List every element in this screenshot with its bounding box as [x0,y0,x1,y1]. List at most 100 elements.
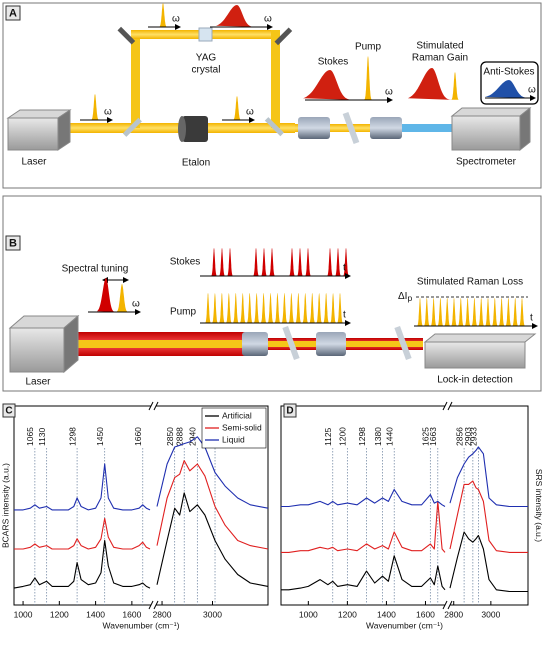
series-line [14,460,269,550]
x-tick-label: 2800 [153,609,172,619]
spectrum-sketch [316,293,322,323]
anti-stokes-box [480,61,539,105]
time-label: t [343,263,346,274]
beam [271,30,280,128]
beam-pump [68,340,248,348]
spectrum-sketch [485,80,533,98]
y-axis-title: SRS intensity (a.u.) [534,469,544,542]
peak-label: 2888 [174,427,184,446]
lockin-box [424,341,526,369]
stokes-label: Stokes [318,57,349,68]
delta-subscript: p [407,293,412,303]
spectrum-sketch [505,298,512,326]
series-line [281,446,528,508]
spectrum-sketch [227,248,233,276]
peak-label: 2856 [454,427,464,446]
axis-break [148,401,154,411]
beam-splitter [122,117,142,137]
x-tick-label: 1200 [50,609,69,619]
spectrum-sketch [253,293,260,323]
etalon [178,116,186,142]
peak-label: 1200 [338,427,348,446]
peak-label: 1298 [67,427,77,446]
x-tick-label: 1400 [86,609,105,619]
spectrum-sketch [116,284,128,312]
spectrum-sketch [337,293,343,323]
spectrum-sketch [458,298,464,326]
spectrum-sketch [309,293,315,323]
peak-label: 1660 [133,427,143,446]
peak-label: 1663 [428,427,438,446]
peak-label: 1440 [384,427,394,446]
spectrum-sketch [253,248,259,276]
spectrum-sketch [335,248,341,276]
panel-label-box [283,403,297,418]
mirror [117,26,136,45]
filter [394,325,412,361]
spectrum-sketch [364,56,372,100]
spectrum-sketch [91,94,99,120]
peak-label: 2940 [188,427,198,446]
spectrum-sketch [424,298,430,326]
panel-label: B [9,237,17,249]
spectrum-sketch [216,5,258,27]
x-axis-title: Wavenumber (cm⁻¹) [103,620,180,630]
delta-label: ΔIp [398,291,412,304]
legend-label: Liquid [222,434,245,444]
spectrometer-label: Spectrometer [456,157,517,168]
spectrum-sketch [430,298,437,326]
spectrum-sketch [267,293,274,323]
objective [298,117,330,139]
lockin-label: Lock-in detection [437,375,513,386]
objective [370,117,402,139]
spectrum-sketch [295,293,301,323]
axis-break [447,600,453,610]
tuning-label: Spectral tuning [62,264,129,275]
objective [316,332,346,356]
spectrum-sketch [408,68,456,100]
spectrum-sketch [478,298,484,326]
axis-break-gap [151,402,156,410]
axis-break [447,401,453,411]
legend-label: Semi-solid [222,422,262,432]
omega-label: ω [132,299,140,310]
spectrometer-box [451,115,521,151]
etalon [182,116,208,142]
spectrum-sketch [512,298,518,326]
x-tick-label: 2800 [444,609,463,619]
spectrum-sketch [233,96,241,120]
spectrum-sketch [281,293,288,323]
laser-label: Laser [21,157,47,168]
filter [342,111,360,145]
omega-label: ω [172,14,180,25]
panel-label-box [5,5,21,21]
omega-label: ω [528,85,536,96]
x-axis-title: Wavenumber (cm⁻¹) [366,620,443,630]
spectrum-sketch [451,72,459,100]
x-tick-label: 1200 [338,609,357,619]
spectrum-sketch [305,248,311,276]
filter [282,325,300,361]
spectrum-sketch [485,298,491,326]
spectrum-sketch [226,293,232,323]
laser-box [7,117,59,151]
axis-break [442,600,448,610]
spectrum-sketch [219,293,225,323]
peak-label: 1125 [323,427,333,446]
series-line [281,480,528,553]
loss-label: Stimulated Raman Loss [417,277,523,288]
omega-label: ω [385,87,393,98]
spectrum-sketch [343,248,349,276]
stokes-label: Stokes [170,257,201,268]
plot-frame [280,405,529,606]
anti-stokes-label: Anti-Stokes [483,67,534,78]
spectrometer-box [450,107,532,117]
beam-splitter [264,117,284,137]
spectrum-sketch [269,248,275,276]
spectrum-sketch [289,248,295,276]
spectrum-sketch [492,298,498,326]
yag-label: crystal [192,65,221,76]
lockin-box [423,333,537,343]
spectrum-sketch [519,298,525,326]
